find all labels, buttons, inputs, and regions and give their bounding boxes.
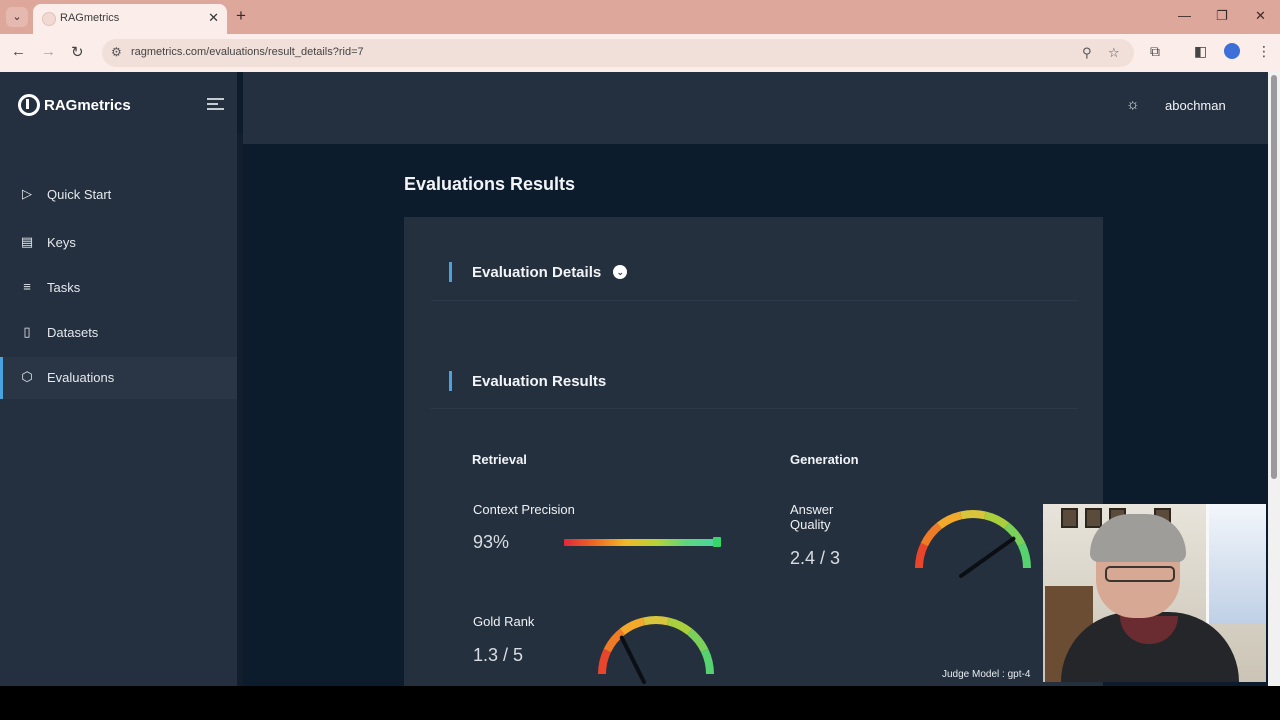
gauge-arc-segment (1017, 542, 1031, 569)
webcam-person-glasses (1105, 566, 1175, 582)
webcam-person-hair (1090, 514, 1186, 562)
sidebar-item-evaluations[interactable]: ⬡ Evaluations (0, 357, 237, 399)
evaluation-details-header[interactable]: Evaluation Details ⌄ (449, 262, 628, 282)
gauge-arc-segment (936, 511, 963, 530)
logo-text: RAGmetrics (44, 96, 131, 114)
cube-icon: ⬡ (21, 369, 33, 384)
context-precision-value: 93% (473, 532, 510, 552)
gauge-arc-segment (960, 510, 986, 520)
profile-avatar[interactable] (1224, 43, 1240, 59)
window-close-button[interactable]: ✕ (1255, 8, 1266, 23)
webcam-picture-frame (1085, 508, 1102, 528)
reload-button[interactable]: ↻ (71, 44, 84, 61)
section-accent-bar (449, 262, 452, 282)
section-title: Evaluation Results (472, 372, 607, 390)
gauge-arc-segment (598, 648, 612, 675)
gauge-arc-segment (920, 522, 942, 547)
document-icon: ▤ (20, 234, 34, 249)
user-menu[interactable]: abochman (1165, 98, 1226, 113)
zoom-icon[interactable]: ⚲ (1082, 45, 1092, 60)
gauge-arc-segment (687, 628, 709, 653)
context-precision-bar (564, 539, 717, 546)
sidebar-item-tasks[interactable]: ≡ Tasks (0, 267, 237, 309)
gauge-arc-segment (915, 542, 929, 569)
bookmark-star-icon[interactable]: ☆ (1108, 45, 1120, 60)
side-panel-icon[interactable]: ◧ (1194, 43, 1208, 59)
scrollbar-thumb[interactable] (1271, 75, 1277, 479)
gold-rank-gauge (598, 616, 714, 684)
gold-rank-label: Gold Rank (473, 614, 535, 629)
logo[interactable]: RAGmetrics (18, 94, 131, 116)
answer-quality-label: Answer Quality (790, 502, 834, 532)
sidebar-item-label: Quick Start (47, 187, 112, 202)
sidebar-gutter (237, 134, 243, 686)
chevron-down-icon[interactable]: ⌄ (613, 265, 628, 279)
page-scrollbar[interactable] (1268, 72, 1280, 686)
top-header: ☼ abochman (243, 72, 1268, 144)
answer-quality-gauge (915, 510, 1031, 578)
back-button[interactable]: ← (11, 43, 26, 60)
gauge-arc-segment (700, 648, 714, 675)
browser-toolbar: ← → ↻ ⚙ ragmetrics.com/evaluations/resul… (0, 34, 1280, 72)
play-icon: ▷ (22, 186, 32, 201)
sidebar-item-label: Keys (47, 235, 76, 250)
ragmetrics-logo-icon (18, 94, 40, 116)
gauge-needle (959, 536, 1016, 578)
restore-button[interactable]: ❐ (1216, 8, 1228, 23)
retrieval-title: Retrieval (472, 452, 527, 467)
webcam-window-detail (1206, 504, 1266, 624)
file-icon: ▯ (23, 324, 31, 339)
close-tab-icon[interactable]: ✕ (208, 10, 219, 25)
sidebar-item-label: Evaluations (47, 370, 115, 385)
tab-title: RAGmetrics (60, 12, 120, 24)
page-title: Evaluations Results (404, 174, 576, 194)
judge-model-label: Judge Model : gpt-4 (942, 669, 1031, 680)
section-accent-bar (449, 371, 452, 391)
webcam-picture-frame (1061, 508, 1078, 528)
theme-toggle-icon[interactable]: ☼ (1126, 96, 1140, 113)
forward-button[interactable]: → (41, 43, 56, 60)
address-bar[interactable]: ⚙ ragmetrics.com/evaluations/result_deta… (102, 39, 1134, 67)
sidebar-item-label: Datasets (47, 325, 99, 340)
new-tab-button[interactable]: + (236, 6, 246, 25)
context-precision-label: Context Precision (473, 502, 575, 517)
gauge-arc-segment (643, 616, 669, 626)
context-precision-bar-end (713, 537, 721, 547)
results-card: Evaluation Details ⌄ Evaluation Results … (404, 217, 1103, 686)
extensions-icon[interactable]: ⧉ (1150, 43, 1160, 59)
gauge-arc-segment (666, 617, 693, 636)
sidebar-item-label: Tasks (47, 280, 81, 295)
divider (431, 300, 1078, 301)
sidebar-item-quick-start[interactable]: ▷ Quick Start (0, 174, 237, 216)
answer-quality-value: 2.4 / 3 (790, 548, 841, 568)
sidebar-item-datasets[interactable]: ▯ Datasets (0, 312, 237, 354)
evaluation-results-header: Evaluation Results (449, 371, 606, 391)
minimize-button[interactable]: — (1178, 8, 1191, 23)
generation-title: Generation (790, 452, 859, 467)
gauge-needle (619, 635, 646, 684)
sidebar: RAGmetrics ▷ Quick Start ▤ Keys ≡ Tasks … (0, 72, 237, 686)
sidebar-toggle-icon[interactable] (207, 98, 224, 113)
divider (431, 408, 1078, 409)
browser-tab[interactable]: RAGmetrics ✕ (33, 4, 227, 34)
gauge-arc-segment (619, 617, 646, 636)
browser-menu-icon[interactable]: ⋮ (1257, 43, 1271, 59)
list-icon: ≡ (23, 279, 31, 294)
app-viewport: RAGmetrics ▷ Quick Start ▤ Keys ≡ Tasks … (0, 72, 1268, 686)
webcam-overlay (1043, 504, 1266, 682)
browser-tab-strip: ⌄ RAGmetrics ✕ + — ❐ ✕ (0, 0, 1280, 34)
site-info-icon[interactable]: ⚙ (111, 45, 122, 59)
gauge-arc-segment (983, 511, 1010, 530)
favicon-icon (42, 12, 56, 26)
sidebar-item-keys[interactable]: ▤ Keys (0, 222, 237, 264)
tab-search-button[interactable]: ⌄ (6, 7, 28, 27)
section-title: Evaluation Details (472, 263, 602, 281)
gauge-arc-segment (603, 628, 625, 653)
gauge-arc-segment (1004, 522, 1026, 547)
url-text: ragmetrics.com/evaluations/result_detail… (131, 46, 364, 58)
gold-rank-value: 1.3 / 5 (473, 645, 524, 665)
